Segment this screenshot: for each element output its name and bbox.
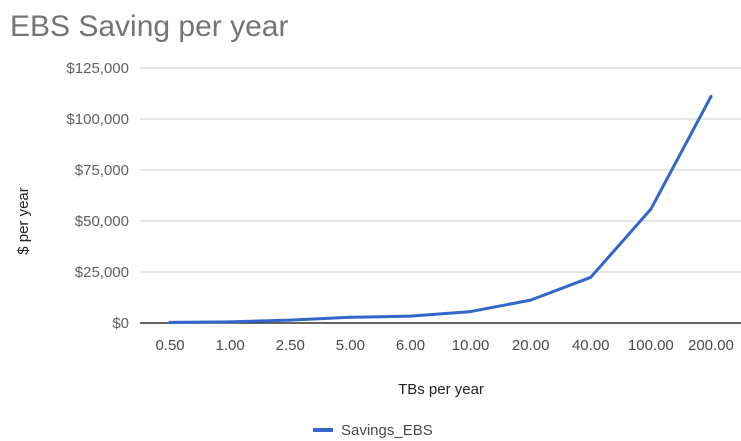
x-tick-label: 40.00 [572, 337, 610, 354]
chart-title: EBS Saving per year [10, 10, 288, 43]
y-tick-label: $75,000 [75, 162, 129, 179]
x-tick-label: 0.50 [155, 337, 184, 354]
data-point [408, 314, 412, 318]
y-tick-label: $50,000 [75, 213, 129, 230]
x-axis-tick-labels: 0.50 1.00 2.50 5.00 6.00 10.00 20.00 40.00 100.0… [155, 337, 733, 354]
x-tick-label: 10.00 [452, 337, 490, 354]
data-point [288, 318, 292, 322]
x-tick-label: 5.00 [336, 337, 365, 354]
series-layer [168, 95, 713, 324]
series-line-savings-ebs [168, 95, 713, 324]
y-tick-label: $100,000 [66, 111, 129, 128]
data-point [649, 207, 653, 211]
data-point [348, 315, 352, 319]
x-axis-title: TBs per year [398, 381, 484, 398]
data-point [709, 95, 713, 99]
data-point [168, 320, 172, 324]
data-point [469, 310, 473, 314]
legend-label-savings-ebs: Savings_EBS [341, 422, 433, 439]
data-point [589, 275, 593, 279]
y-axis-tick-labels: $0 $25,000 $50,000 $75,000 $100,000 $125,000 [66, 60, 129, 332]
y-tick-label: $0 [112, 315, 129, 332]
y-tick-label: $125,000 [66, 60, 129, 77]
y-axis-title: $ per year [15, 187, 32, 255]
x-tick-label: 100.00 [628, 337, 674, 354]
x-tick-label: 1.00 [216, 337, 245, 354]
y-tick-label: $25,000 [75, 264, 129, 281]
data-point [529, 298, 533, 302]
gridlines [140, 67, 741, 273]
x-tick-label: 200.00 [688, 337, 734, 354]
x-tick-label: 20.00 [512, 337, 550, 354]
x-tick-label: 6.00 [396, 337, 425, 354]
legend: Savings_EBS [313, 422, 433, 439]
data-point [228, 320, 232, 324]
x-tick-label: 2.50 [276, 337, 305, 354]
